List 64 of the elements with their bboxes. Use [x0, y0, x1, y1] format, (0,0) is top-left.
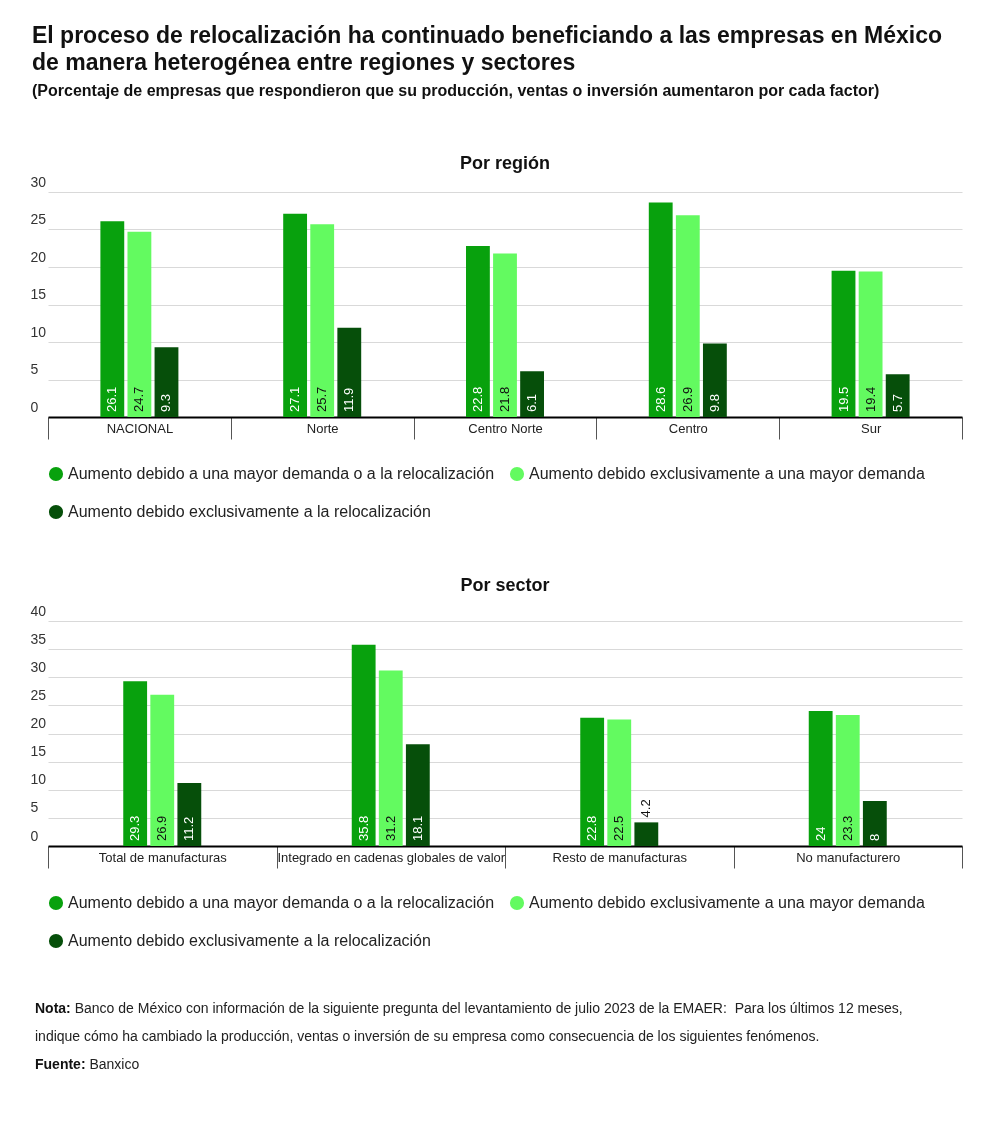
y-tick-label: 30 — [30, 658, 47, 675]
data-label: 29.3 — [127, 815, 143, 841]
x-tick-label: Total de manufacturas — [98, 849, 228, 865]
data-label: 26.9 — [679, 386, 695, 412]
y-tick-label: 0 — [30, 827, 39, 844]
data-label: 9.3 — [158, 393, 174, 412]
y-tick-label: 5 — [30, 361, 39, 377]
data-label: 26.1 — [104, 386, 120, 412]
x-tick-label: Integrado en cadenas globales de valor — [277, 849, 506, 865]
x-tick-label: Norte — [306, 420, 339, 436]
y-tick-label: 25 — [30, 686, 47, 703]
data-label: 21.8 — [497, 386, 512, 412]
data-label: 25.7 — [314, 386, 330, 412]
x-tick-label: NACIONAL — [106, 420, 174, 436]
y-tick-label: 40 — [30, 602, 47, 619]
x-tick-label: Centro — [668, 420, 708, 436]
y-tick-label: 5 — [30, 799, 39, 816]
legend-label: Aumento debido exclusivamente a la relocalización — [68, 503, 431, 520]
text: (Porcentaje de empresas que respondieron que su producción, ventas o inversión aumentaron por cada factor) — [32, 81, 881, 101]
data-label: 11.9 — [341, 387, 357, 412]
data-label: 22.8 — [469, 386, 485, 412]
data-label: 5.7 — [889, 393, 905, 412]
data-label: 6.1 — [524, 393, 540, 412]
x-tick-label: Sur — [860, 420, 882, 436]
data-label: 24.7 — [131, 386, 147, 412]
data-label: 23.3 — [839, 815, 855, 841]
y-tick-label: 20 — [30, 248, 47, 265]
x-tick-label: No manufacturero — [796, 849, 901, 865]
y-tick-label: 35 — [30, 630, 47, 647]
data-label: 22.5 — [611, 815, 627, 841]
legend-label: Aumento debido a una mayor demanda o a la relocalización — [68, 894, 495, 911]
y-tick-label: 10 — [30, 323, 47, 340]
data-label: 31.2 — [382, 815, 398, 841]
data-label: 24 — [812, 826, 828, 841]
legend-label: Aumento debido exclusivamente a una mayor demanda — [529, 894, 925, 911]
text: El proceso de relocalización ha continuado beneficiando a las empresas en México de manera heterogénea entre regiones y sectores — [32, 22, 944, 76]
y-tick-label: 30 — [30, 173, 47, 190]
legend-label: Aumento debido exclusivamente a la relocalización — [68, 932, 431, 949]
legend-label: Aumento debido exclusivamente a una mayor demanda — [529, 465, 925, 482]
data-label: 28.6 — [652, 386, 668, 412]
data-label: 18.1 — [409, 815, 425, 841]
data-label: 4.2 — [638, 799, 654, 818]
y-tick-label: 15 — [30, 743, 47, 760]
chart-title: Por sector — [460, 575, 550, 595]
y-tick-label: 25 — [30, 211, 47, 227]
text: Nota: Banco de México con información de la siguiente pregunta del levantamiento de julio 2023 de la EMAER: Para los últimos 12 meses, indique cómo ha cambiado la producción, ventas o inversión de su empresa como consecuencia de los siguientes fenómenos. — [35, 999, 904, 1046]
y-tick-label: 10 — [30, 771, 47, 788]
data-label: 11.2 — [181, 816, 197, 841]
source-note: Fuente: Banxico — [35, 1055, 141, 1074]
data-label: 8 — [866, 833, 882, 841]
x-tick-label: Centro Norte — [468, 420, 543, 436]
data-label: 26.9 — [154, 815, 170, 841]
data-label: 19.4 — [862, 386, 878, 412]
chart-title: Por región — [459, 153, 551, 173]
x-tick-label: Resto de manufacturas — [552, 849, 688, 865]
data-label: 9.8 — [706, 393, 722, 412]
data-label: 35.8 — [355, 815, 371, 841]
data-label: 27.1 — [287, 386, 303, 412]
y-tick-label: 0 — [30, 398, 39, 415]
y-tick-label: 20 — [30, 715, 47, 731]
data-label: 22.8 — [584, 815, 600, 841]
data-label: 19.5 — [835, 386, 851, 412]
y-tick-label: 15 — [30, 286, 47, 302]
legend-label: Aumento debido a una mayor demanda o a la relocalización — [68, 465, 495, 482]
